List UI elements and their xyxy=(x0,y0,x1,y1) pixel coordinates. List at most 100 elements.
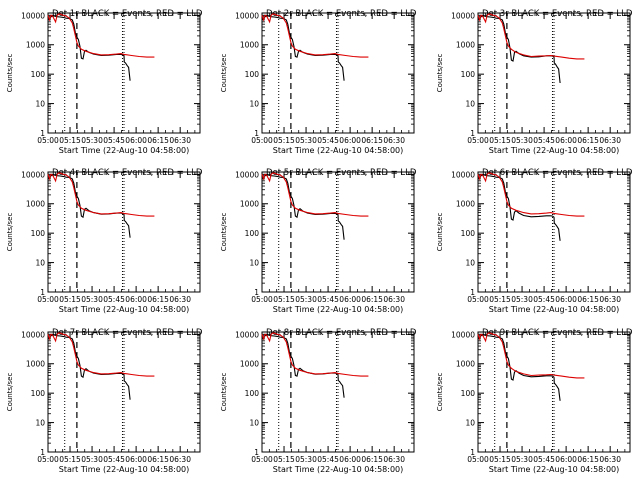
y-axis-label: Counts/sec xyxy=(436,213,444,252)
x-tick-label: 05:00 xyxy=(251,295,273,304)
y-tick-label: 10000 xyxy=(235,11,259,20)
x-tick-label: 05:15 xyxy=(59,295,81,304)
x-tick-label: 06:30 xyxy=(383,295,405,304)
series-line-lld xyxy=(477,172,585,217)
y-tick-label: 10 xyxy=(35,100,45,109)
x-tick-label: 06:00 xyxy=(125,136,147,145)
series-line-events xyxy=(477,15,561,84)
plot-title: Det 9r BLACK = Events, RED = LLD xyxy=(482,328,633,338)
x-tick-label: 05:45 xyxy=(533,295,555,304)
y-axis-label: Counts/sec xyxy=(6,213,14,252)
x-tick-label: 06:15 xyxy=(577,136,599,145)
detector-panel-3: Det 3r BLACK = Events, RED = LLD 1 10 100 10… xyxy=(436,9,633,155)
x-tick-label: 06:00 xyxy=(125,295,147,304)
x-tick-label: 05:00 xyxy=(37,295,59,304)
y-tick-label: 1 xyxy=(40,288,45,297)
x-axis-label: Start Time (22-Aug-10 04:58:00) xyxy=(59,305,190,314)
y-tick-label: 10000 xyxy=(235,170,259,179)
y-axis-label: Counts/sec xyxy=(6,373,14,412)
y-tick-label: 1 xyxy=(470,288,475,297)
series-line-lld xyxy=(261,172,369,217)
x-tick-label: 05:00 xyxy=(37,455,59,464)
x-tick-label: 06:30 xyxy=(169,295,191,304)
x-tick-label: 05:45 xyxy=(317,455,339,464)
detector-panel-1: Det 1r BLACK = Events, RED = LLD 1 10 100 10… xyxy=(6,9,203,155)
y-tick-label: 100 xyxy=(461,229,476,238)
y-tick-label: 10000 xyxy=(21,170,45,179)
y-tick-label: 1000 xyxy=(26,41,45,50)
x-tick-label: 05:30 xyxy=(81,295,103,304)
x-tick-label: 05:00 xyxy=(251,455,273,464)
y-tick-label: 10 xyxy=(35,259,45,268)
x-tick-label: 06:30 xyxy=(169,136,191,145)
detector-panel-7: Det 7r BLACK = Events, RED = LLD 1 10 100 10… xyxy=(6,328,203,474)
x-tick-label: 06:15 xyxy=(577,455,599,464)
series-line-events xyxy=(261,334,345,398)
x-tick-label: 05:00 xyxy=(467,136,489,145)
detector-panel-5: Det 5r BLACK = Events, RED = LLD 1 10 100 10… xyxy=(220,168,417,314)
y-tick-label: 100 xyxy=(31,389,46,398)
x-tick-label: 06:30 xyxy=(169,455,191,464)
x-tick-label: 05:30 xyxy=(511,136,533,145)
x-tick-label: 05:15 xyxy=(489,136,511,145)
series-line-events xyxy=(261,174,345,240)
series-line-lld xyxy=(47,332,155,377)
x-tick-label: 06:15 xyxy=(147,136,169,145)
plot-title: Det 6r BLACK = Events, RED = LLD xyxy=(482,168,633,178)
x-tick-label: 06:00 xyxy=(555,136,577,145)
x-tick-label: 06:15 xyxy=(147,295,169,304)
y-tick-label: 1 xyxy=(254,129,259,138)
y-tick-label: 10000 xyxy=(21,330,45,339)
y-tick-label: 10000 xyxy=(235,330,259,339)
y-tick-label: 10 xyxy=(465,100,475,109)
y-tick-label: 1000 xyxy=(456,41,475,50)
x-tick-label: 05:30 xyxy=(295,136,317,145)
y-tick-label: 100 xyxy=(31,70,46,79)
x-tick-label: 06:15 xyxy=(361,295,383,304)
series-line-lld xyxy=(47,13,155,58)
y-tick-label: 100 xyxy=(245,389,260,398)
x-tick-label: 05:00 xyxy=(251,136,273,145)
x-tick-label: 06:00 xyxy=(125,455,147,464)
series-line-events xyxy=(47,334,131,400)
y-tick-label: 1000 xyxy=(240,41,259,50)
y-tick-label: 1 xyxy=(470,448,475,457)
plot-title: Det 4r BLACK = Events, RED = LLD xyxy=(52,168,203,178)
plot-title: Det 8r BLACK = Events, RED = LLD xyxy=(266,328,417,338)
x-tick-label: 05:15 xyxy=(273,295,295,304)
y-tick-label: 100 xyxy=(31,229,46,238)
detector-panel-2: Det 2r BLACK = Events, RED = LLD 1 10 100 10… xyxy=(220,9,417,155)
x-tick-label: 06:00 xyxy=(339,295,361,304)
x-axis-label: Start Time (22-Aug-10 04:58:00) xyxy=(489,465,620,474)
x-tick-label: 05:45 xyxy=(317,136,339,145)
series-line-lld xyxy=(261,13,369,58)
x-tick-label: 05:30 xyxy=(295,295,317,304)
plot-title: Det 2r BLACK = Events, RED = LLD xyxy=(266,9,417,19)
x-tick-label: 06:30 xyxy=(599,455,621,464)
plot-title: Det 1r BLACK = Events, RED = LLD xyxy=(52,9,203,19)
y-tick-label: 10 xyxy=(35,419,45,428)
y-tick-label: 10 xyxy=(249,259,259,268)
x-tick-label: 06:30 xyxy=(383,136,405,145)
x-tick-label: 05:45 xyxy=(317,295,339,304)
y-tick-label: 100 xyxy=(461,70,476,79)
x-tick-label: 05:15 xyxy=(489,295,511,304)
plot-title: Det 3r BLACK = Events, RED = LLD xyxy=(482,9,633,19)
y-tick-label: 10 xyxy=(249,100,259,109)
x-tick-label: 06:30 xyxy=(599,295,621,304)
series-line-lld xyxy=(477,13,585,60)
y-tick-label: 10 xyxy=(465,259,475,268)
y-tick-label: 100 xyxy=(245,229,260,238)
y-tick-label: 1 xyxy=(254,448,259,457)
y-tick-label: 1000 xyxy=(26,360,45,369)
x-axis-label: Start Time (22-Aug-10 04:58:00) xyxy=(59,465,190,474)
x-tick-label: 05:15 xyxy=(273,136,295,145)
plot-title: Det 5r BLACK = Events, RED = LLD xyxy=(266,168,417,178)
series-line-events xyxy=(47,15,131,81)
series-line-events xyxy=(477,334,561,401)
y-tick-label: 1 xyxy=(254,288,259,297)
x-tick-label: 05:00 xyxy=(37,136,59,145)
y-tick-label: 10000 xyxy=(451,11,475,20)
y-tick-label: 1000 xyxy=(26,200,45,209)
